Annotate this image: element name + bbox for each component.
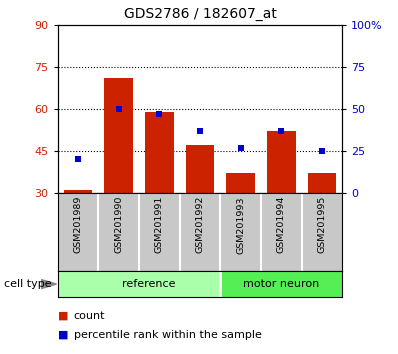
Bar <box>220 271 342 297</box>
Bar <box>145 112 174 193</box>
Text: motor neuron: motor neuron <box>243 279 320 289</box>
Text: GSM201991: GSM201991 <box>155 196 164 253</box>
Text: GSM201990: GSM201990 <box>114 196 123 253</box>
Text: count: count <box>74 311 105 321</box>
Text: GSM201993: GSM201993 <box>236 196 245 253</box>
Title: GDS2786 / 182607_at: GDS2786 / 182607_at <box>123 7 277 21</box>
Text: GSM201995: GSM201995 <box>318 196 326 253</box>
Bar <box>104 78 133 193</box>
Text: GSM201992: GSM201992 <box>195 196 205 253</box>
Text: ■: ■ <box>58 311 68 321</box>
Text: cell type: cell type <box>4 279 52 289</box>
Bar <box>267 131 296 193</box>
Bar <box>186 145 214 193</box>
Bar <box>64 190 92 193</box>
Bar <box>58 271 220 297</box>
Text: percentile rank within the sample: percentile rank within the sample <box>74 330 261 339</box>
Bar <box>226 173 255 193</box>
Text: GSM201994: GSM201994 <box>277 196 286 253</box>
Bar <box>308 173 336 193</box>
Text: ■: ■ <box>58 330 68 339</box>
Text: GSM201989: GSM201989 <box>74 196 82 253</box>
Text: reference: reference <box>123 279 176 289</box>
Polygon shape <box>41 280 57 289</box>
